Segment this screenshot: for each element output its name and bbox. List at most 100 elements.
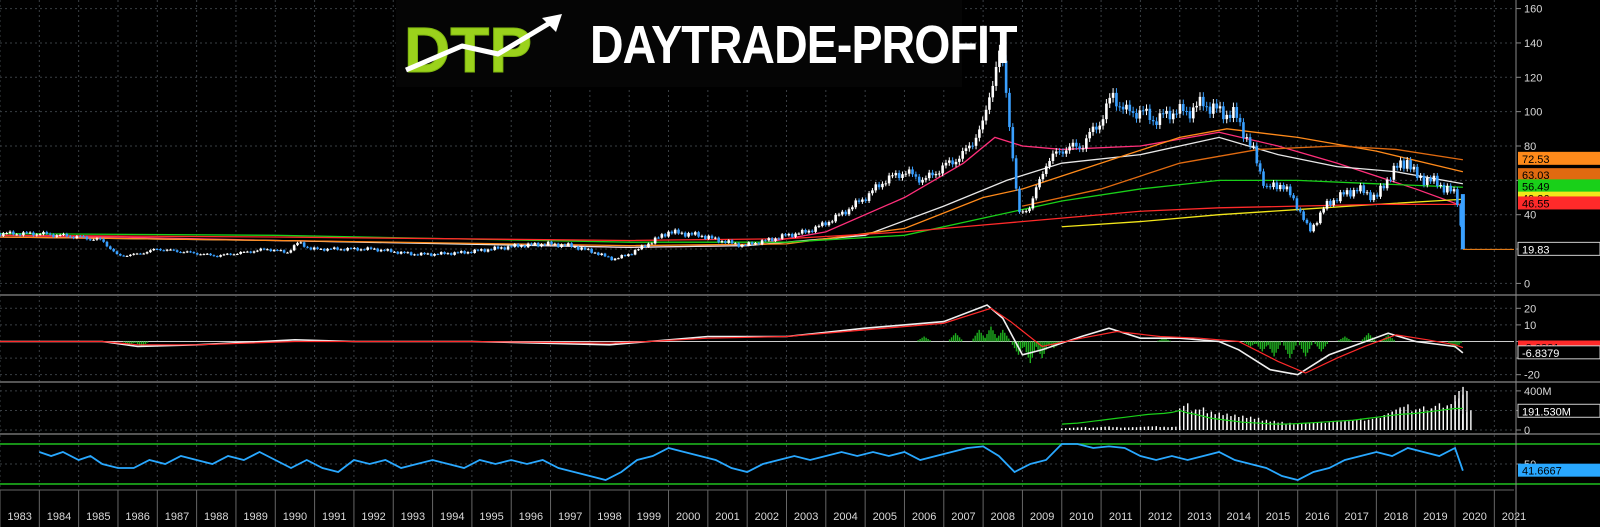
candle-body-26	[85, 236, 89, 240]
candle-body-186	[620, 255, 624, 259]
candle-body-177	[590, 248, 593, 253]
candle-body-367	[1225, 114, 1229, 120]
candle-body-334	[1115, 92, 1118, 107]
candle-body-68	[225, 253, 229, 255]
candle-body-49	[162, 250, 166, 252]
ma-line-ma_white	[0, 136, 1463, 248]
price-ylabel-7: 140	[1524, 38, 1542, 50]
candle-body-287	[958, 158, 961, 162]
candle-body-241	[804, 229, 807, 233]
candle-body-114	[379, 249, 383, 252]
candle-body-333	[1111, 92, 1115, 98]
logo-banner: DTP DAYTRADE-PROFIT	[396, 0, 1017, 87]
candle-body-28	[92, 239, 95, 241]
candle-body-108	[359, 249, 363, 251]
candle-body-52	[172, 249, 176, 251]
candle-body-157	[523, 245, 527, 248]
candle-body-359	[1198, 96, 1202, 106]
candle-body-143	[476, 249, 480, 251]
macd-line-macd	[0, 304, 1464, 376]
candle-body-209	[697, 232, 700, 237]
candle-body-77	[256, 250, 259, 252]
candle-body-414	[1382, 185, 1386, 189]
candle-body-317	[1058, 151, 1061, 153]
candle-body-155	[516, 244, 520, 247]
candle-body-47	[155, 249, 159, 251]
candle-body-14	[45, 232, 49, 234]
candle-body-332	[1108, 97, 1112, 104]
candle-body-128	[426, 253, 430, 255]
candle-body-300	[1001, 50, 1005, 61]
candle-body-369	[1232, 106, 1235, 118]
candle-body-205	[683, 232, 687, 237]
candle-body-255	[851, 207, 854, 210]
candle-body-180	[600, 253, 603, 255]
candle-body-105	[349, 248, 353, 250]
candle-body-309	[1031, 198, 1035, 209]
candle-body-295	[984, 109, 988, 121]
candle-body-335	[1118, 106, 1122, 108]
candle-body-104	[346, 248, 349, 251]
candle-body-0	[0, 233, 2, 236]
candle-body-204	[680, 232, 684, 234]
candle-body-268	[894, 173, 898, 176]
candle-body-272	[907, 169, 911, 174]
candle-body-378	[1262, 171, 1265, 186]
candle-body-191	[637, 249, 640, 251]
candle-body-244	[814, 226, 817, 232]
year-label-2015: 2015	[1266, 511, 1290, 523]
candle-body-214	[714, 237, 717, 239]
candle-body-427	[1425, 177, 1429, 185]
candle-body-29	[95, 238, 99, 240]
candle-body-118	[393, 251, 396, 253]
year-label-1985: 1985	[86, 511, 110, 523]
year-label-2021: 2021	[1502, 511, 1526, 523]
candle-body-319	[1064, 150, 1068, 154]
candle-body-35	[115, 251, 119, 255]
volume-panel	[1061, 386, 1472, 430]
price-candles	[0, 44, 1514, 261]
candle-body-226	[754, 243, 757, 245]
candle-body-430	[1436, 175, 1439, 187]
candle-body-279	[931, 172, 934, 176]
ma-line-ma_orange_dark	[1022, 145, 1463, 207]
candle-body-305	[1018, 188, 1021, 213]
candle-body-85	[282, 250, 286, 253]
candle-body-111	[369, 247, 373, 249]
candle-body-391	[1305, 219, 1309, 224]
logo-mark-icon: DTP	[404, 14, 562, 78]
candle-body-217	[724, 241, 727, 243]
candle-body-189	[630, 254, 634, 256]
candle-body-78	[259, 248, 263, 251]
candle-body-59	[195, 253, 199, 255]
candle-body-60	[199, 254, 202, 256]
candle-body-264	[881, 183, 884, 188]
candle-body-407	[1359, 185, 1362, 192]
candle-body-120	[399, 251, 403, 254]
candle-body-16	[52, 234, 55, 237]
candle-body-62	[205, 253, 209, 255]
candle-body-383	[1278, 184, 1282, 190]
year-label-1990: 1990	[283, 511, 307, 523]
candle-body-185	[617, 258, 620, 260]
candle-body-424	[1415, 166, 1419, 178]
candle-body-36	[119, 254, 122, 256]
candle-body-323	[1078, 146, 1081, 149]
candle-body-313	[1044, 166, 1048, 174]
candle-body-132	[439, 252, 443, 255]
candle-body-20	[65, 233, 69, 237]
candle-body-223	[744, 244, 747, 246]
candle-body-399	[1332, 200, 1335, 206]
candle-body-83	[276, 249, 279, 251]
candle-body-267	[891, 175, 894, 177]
candle-body-82	[272, 249, 276, 252]
year-label-2014: 2014	[1226, 511, 1250, 523]
candle-body-320	[1068, 146, 1071, 151]
volume-tag-box-0	[1517, 403, 1600, 418]
candle-body-254	[847, 209, 851, 215]
candle-body-397	[1325, 200, 1329, 209]
candle-body-97	[322, 248, 326, 251]
candle-body-216	[720, 241, 724, 243]
candle-body-145	[483, 249, 486, 252]
